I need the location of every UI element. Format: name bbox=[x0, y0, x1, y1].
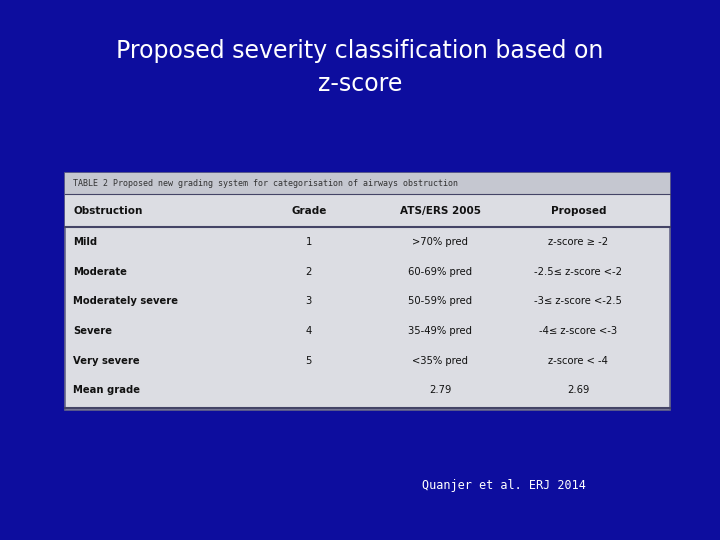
Text: TABLE 2 Proposed new grading system for categorisation of airways obstruction: TABLE 2 Proposed new grading system for … bbox=[73, 179, 459, 188]
Text: 4: 4 bbox=[305, 326, 312, 336]
Text: -3≤ z-score <-2.5: -3≤ z-score <-2.5 bbox=[534, 296, 622, 306]
Text: Obstruction: Obstruction bbox=[73, 206, 143, 216]
Text: 2.79: 2.79 bbox=[429, 385, 451, 395]
Text: <35% pred: <35% pred bbox=[413, 356, 469, 366]
Text: 3: 3 bbox=[305, 296, 312, 306]
Text: 50-59% pred: 50-59% pred bbox=[408, 296, 472, 306]
Text: Mean grade: Mean grade bbox=[73, 385, 140, 395]
Text: 2: 2 bbox=[305, 267, 312, 277]
Text: Quanjer et al. ERJ 2014: Quanjer et al. ERJ 2014 bbox=[422, 480, 586, 492]
Text: 5: 5 bbox=[305, 356, 312, 366]
Text: Proposed severity classification based on: Proposed severity classification based o… bbox=[117, 39, 603, 63]
Text: Severe: Severe bbox=[73, 326, 112, 336]
Text: 1: 1 bbox=[305, 237, 312, 247]
Text: -2.5≤ z-score <-2: -2.5≤ z-score <-2 bbox=[534, 267, 622, 277]
Text: >70% pred: >70% pred bbox=[413, 237, 469, 247]
Text: Proposed: Proposed bbox=[551, 206, 606, 216]
Text: 60-69% pred: 60-69% pred bbox=[408, 267, 472, 277]
Text: z-score: z-score bbox=[318, 72, 402, 96]
Text: Very severe: Very severe bbox=[73, 356, 140, 366]
FancyBboxPatch shape bbox=[65, 173, 670, 194]
Text: Moderately severe: Moderately severe bbox=[73, 296, 179, 306]
FancyBboxPatch shape bbox=[65, 173, 670, 410]
FancyBboxPatch shape bbox=[65, 194, 670, 227]
Text: 2.69: 2.69 bbox=[567, 385, 590, 395]
Text: z-score < -4: z-score < -4 bbox=[549, 356, 608, 366]
Text: ATS/ERS 2005: ATS/ERS 2005 bbox=[400, 206, 481, 216]
Text: Grade: Grade bbox=[291, 206, 326, 216]
Text: z-score ≥ -2: z-score ≥ -2 bbox=[548, 237, 608, 247]
Text: Mild: Mild bbox=[73, 237, 98, 247]
Text: -4≤ z-score <-3: -4≤ z-score <-3 bbox=[539, 326, 617, 336]
Text: Moderate: Moderate bbox=[73, 267, 127, 277]
Text: 35-49% pred: 35-49% pred bbox=[408, 326, 472, 336]
